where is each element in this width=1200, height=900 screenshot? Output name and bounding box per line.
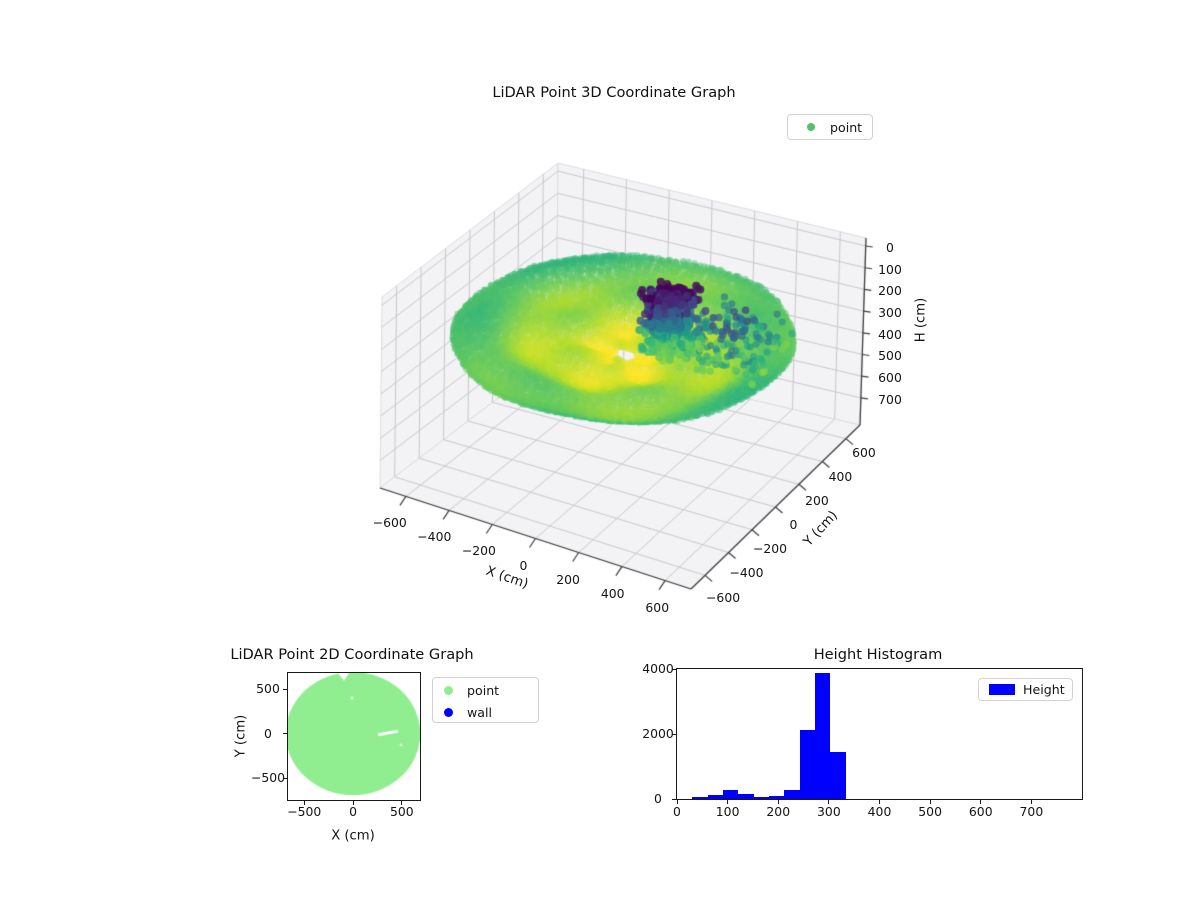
hist-x-tick xyxy=(879,800,880,804)
hist-x-tick xyxy=(727,800,729,804)
point-marker-icon xyxy=(807,123,815,131)
hist-y-tick-label: 4000 xyxy=(642,660,674,676)
plot2d-legend-label-wall: wall xyxy=(467,704,493,720)
plot3d-title: LiDAR Point 3D Coordinate Graph xyxy=(492,84,736,101)
plot3d-legend-label-point: point xyxy=(830,119,863,135)
hist-x-tick xyxy=(828,800,830,804)
plot2d-y-tick-label: 500 xyxy=(256,680,280,696)
hist-bar xyxy=(784,789,800,799)
plot2d-y-tick-label: 0 xyxy=(264,725,272,741)
plot3d-zaxis-label: H (cm) xyxy=(913,297,929,343)
plot2d-xaxis-label: X (cm) xyxy=(331,828,375,844)
hist-bar xyxy=(722,789,739,799)
hist-x-tick-label: 600 xyxy=(968,803,993,819)
hist-bar xyxy=(830,751,846,799)
plot3d-scatter-canvas xyxy=(280,120,940,650)
hist-bars xyxy=(677,669,1082,799)
hist-x-tick-label: 700 xyxy=(1019,803,1044,819)
hist-y-tick-label: 0 xyxy=(654,790,662,806)
hist-x-tick-label: 500 xyxy=(918,803,942,819)
height-legend-swatch xyxy=(989,684,1015,695)
hist-bar xyxy=(707,794,723,799)
hist-x-tick xyxy=(676,800,678,804)
plot2d-axes xyxy=(287,672,421,801)
point-marker-icon xyxy=(444,685,453,695)
hist-x-tick xyxy=(929,800,931,804)
hist-x-tick xyxy=(1030,800,1032,804)
plot2d-scatter-canvas xyxy=(288,673,420,800)
hist-bar xyxy=(738,793,754,799)
hist-x-tick-label: 400 xyxy=(867,803,892,819)
hist-x-tick xyxy=(777,800,779,804)
wall-marker-icon xyxy=(444,707,453,717)
plot2d-legend-label-point: point xyxy=(467,682,500,698)
hist-x-tick-label: 0 xyxy=(673,803,681,819)
hist-bar xyxy=(814,673,831,799)
plot2d-x-tick-label: 500 xyxy=(389,803,414,819)
plot3d-legend: point xyxy=(787,114,873,140)
hist-legend-label-height: Height xyxy=(1023,682,1065,697)
hist-bar xyxy=(753,797,769,799)
hist-x-tick-label: 200 xyxy=(766,803,791,819)
hist-legend: Height xyxy=(978,678,1073,701)
plot2d-x-tick xyxy=(303,801,305,805)
hist-axes xyxy=(676,668,1083,800)
hist-bar xyxy=(692,797,708,799)
plot2d-x-tick-label: −500 xyxy=(287,803,322,819)
plot2d-x-tick xyxy=(352,801,354,805)
hist-y-tick-label: 2000 xyxy=(642,725,674,741)
plot2d-x-tick-label: 0 xyxy=(349,803,357,819)
hist-bar xyxy=(768,796,785,799)
hist-bar xyxy=(799,730,815,799)
plot2d-y-tick-label: −500 xyxy=(250,769,286,785)
plot2d-x-tick xyxy=(401,801,403,805)
hist-x-tick-label: 100 xyxy=(715,803,740,819)
hist-x-tick xyxy=(980,800,982,804)
hist-x-tick-label: 300 xyxy=(817,803,841,819)
hist-title: Height Histogram xyxy=(813,646,943,663)
plot2d-legend: point wall xyxy=(432,677,539,723)
plot2d-yaxis-label: Y (cm) xyxy=(233,714,249,758)
plot2d-title: LiDAR Point 2D Coordinate Graph xyxy=(230,646,474,663)
